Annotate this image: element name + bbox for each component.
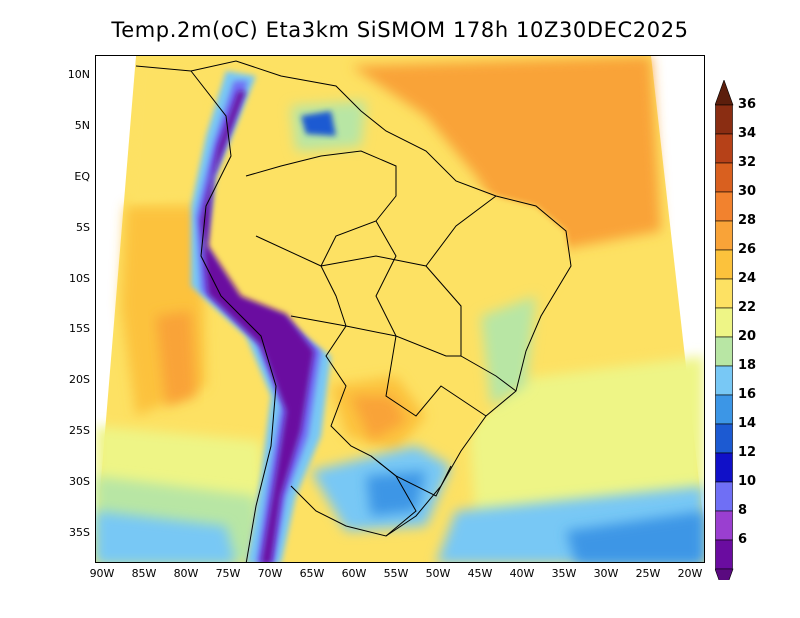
lat-label: 25S (69, 424, 90, 437)
colorbar-label: 16 (738, 387, 757, 402)
lat-label: 30S (69, 475, 90, 488)
lat-label: 10N (67, 68, 90, 81)
lon-label: 90W (89, 567, 115, 580)
zone-28-chaco (351, 396, 406, 441)
chart-title: Temp.2m(oC) Eta3km SiSMOM 178h 10Z30DEC2… (111, 18, 689, 42)
andes-band-6 (201, 91, 314, 562)
borders (135, 60, 572, 562)
lat-label: 15S (69, 322, 90, 335)
lon-label: 65W (299, 567, 325, 580)
lon-label: 85W (131, 567, 157, 580)
lon-label: 60W (341, 567, 367, 580)
inner-border-7 (290, 315, 347, 327)
colorbar-segment (715, 133, 733, 164)
southern-border (370, 455, 417, 537)
lat-label: 10S (69, 272, 90, 285)
zone-16-southern-brazil (366, 471, 426, 516)
inner-border-4 (385, 335, 487, 417)
colorbar-segment (715, 423, 733, 454)
zone-28-pacific-a (156, 311, 196, 406)
lat-label: 5N (74, 119, 90, 132)
map-svg (96, 56, 704, 562)
zone-28-atlantic (351, 56, 661, 256)
colorbar-segment (715, 220, 733, 251)
zone-22-south-atlantic (466, 356, 704, 526)
lon-label: 25W (635, 567, 661, 580)
colorbar-label: 30 (738, 184, 757, 199)
colorbar-label: 14 (738, 416, 757, 431)
west-coast (190, 70, 277, 562)
colorbar-segment (715, 191, 733, 222)
colorbar-label: 22 (738, 300, 757, 315)
andes-cordillera (191, 71, 331, 562)
colorbar-label: 34 (738, 126, 757, 141)
inner-border-2 (425, 195, 497, 267)
lat-label: 35S (69, 526, 90, 539)
colorbar-segment (715, 539, 733, 570)
zone-14-venezuela-highland (301, 111, 336, 136)
inner-border-5 (345, 325, 397, 337)
colorbar-segment (715, 452, 733, 483)
colorbar-label: 12 (738, 445, 757, 460)
colorbar-segment (715, 394, 733, 425)
colorbar-segment (715, 510, 733, 541)
lon-label: 30W (593, 567, 619, 580)
lon-label: 50W (425, 567, 451, 580)
colorbar-label: 18 (738, 358, 757, 373)
colorbar-label: 36 (738, 97, 757, 112)
lat-label: EQ (74, 170, 90, 183)
colorbar-bottom-triangle (715, 568, 734, 580)
colorbar-segment (715, 249, 733, 280)
colorbar-segment (715, 104, 733, 135)
zone-18-south-pacific (96, 511, 236, 562)
colorbar-label: 32 (738, 155, 757, 170)
lat-label: 20S (69, 373, 90, 386)
colorbar-top-triangle (715, 80, 734, 106)
colorbar-label: 28 (738, 213, 757, 228)
colorbar-segment (715, 365, 733, 396)
inner-border-6 (255, 235, 322, 267)
temperature-map (95, 55, 705, 563)
colorbar-label: 6 (738, 532, 748, 547)
colorbar-label: 8 (738, 503, 748, 518)
colorbar-label: 24 (738, 271, 757, 286)
colorbar-segment (715, 162, 733, 193)
colorbar-label: 20 (738, 329, 757, 344)
lon-label: 35W (551, 567, 577, 580)
lat-label: 5S (76, 221, 90, 234)
colorbar-segment (715, 278, 733, 309)
lon-label: 20W (677, 567, 703, 580)
zone-24-nw (131, 66, 208, 201)
zone-20-southeast (481, 296, 536, 406)
temperature-zones (96, 56, 704, 562)
lon-label: 55W (383, 567, 409, 580)
colorbar-segment (715, 481, 733, 512)
lon-label: 40W (509, 567, 535, 580)
lon-label: 75W (215, 567, 241, 580)
lon-label: 70W (257, 567, 283, 580)
colorbar-label: 26 (738, 242, 757, 257)
coastline (135, 60, 572, 537)
zone-16-south-atlantic (566, 511, 704, 562)
lon-label: 45W (467, 567, 493, 580)
colorbar-segment (715, 336, 733, 367)
inner-border-1 (320, 255, 517, 392)
colorbar-segment (715, 307, 733, 338)
colorbar-label: 10 (738, 474, 757, 489)
inner-border-3 (375, 220, 461, 357)
colorbar (715, 80, 734, 580)
lon-label: 80W (173, 567, 199, 580)
